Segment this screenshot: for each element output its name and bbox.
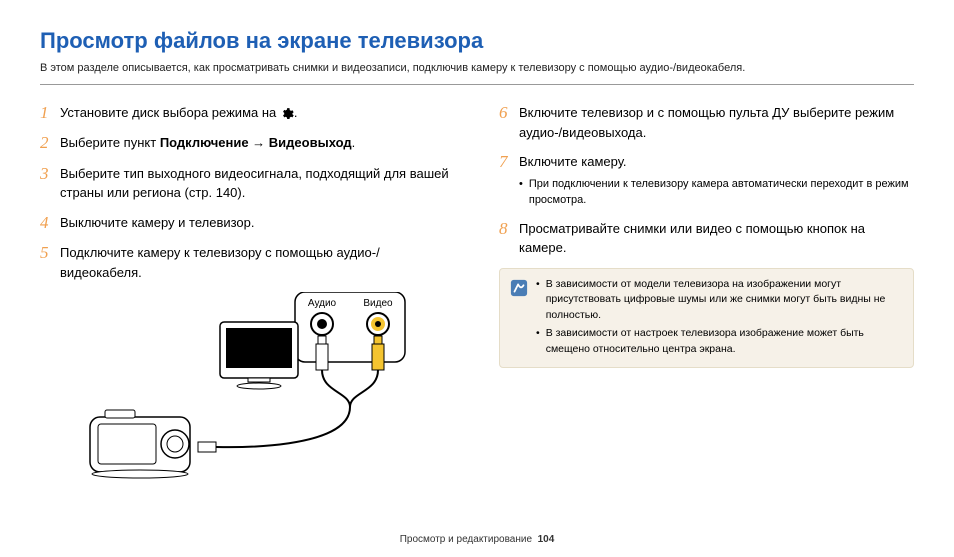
note-icon [510,279,528,297]
step-number: 1 [40,103,60,123]
note-item: В зависимости от модели телевизора на из… [546,277,903,324]
step-number: 4 [40,213,60,233]
t: Выберите пункт [60,135,160,150]
step-3: 3 Выберите тип выходного видеосигнала, п… [40,164,455,203]
step-number: 3 [40,164,60,184]
step-2: 2 Выберите пункт Подключение → Видеовыхо… [40,133,455,153]
note-box: В зависимости от модели телевизора на из… [499,268,914,369]
camera-icon [90,410,190,478]
step-7-sub: При подключении к телевизору камера авто… [519,176,914,209]
video-label: Видео [363,298,393,309]
page-footer: Просмотр и редактирование 104 [0,534,954,545]
step-8: 8 Просматривайте снимки или видео с помо… [499,219,914,258]
step-4: 4 Выключите камеру и телевизор. [40,213,455,233]
step-6: 6 Включите телевизор и с помощью пульта … [499,103,914,142]
step-number: 8 [499,219,519,239]
t: При подключении к телевизору камера авто… [529,176,914,209]
bold: Видеовыход [269,135,352,150]
step-text: Выберите пункт Подключение → Видеовыход. [60,133,455,153]
step-text: Включите камеру. При подключении к телев… [519,152,914,209]
step-text: Установите диск выбора режима на . [60,103,455,123]
audio-label: Аудио [308,298,337,309]
step-1-post: . [294,105,298,120]
step-text: Выберите тип выходного видеосигнала, под… [60,164,455,203]
step-number: 2 [40,133,60,153]
step-number: 7 [499,152,519,172]
footer-section: Просмотр и редактирование [400,534,532,545]
step-text: Подключите камеру к телевизору с помощью… [60,243,455,282]
step-1-pre: Установите диск выбора режима на [60,105,280,120]
right-column: 6 Включите телевизор и с помощью пульта … [499,103,914,487]
note-text: В зависимости от модели телевизора на из… [536,277,903,360]
tv-icon [220,322,298,389]
step-5: 5 Подключите камеру к телевизору с помощ… [40,243,455,282]
step-text: Включите телевизор и с помощью пульта ДУ… [519,103,914,142]
t: Включите камеру. [519,154,627,169]
page-title: Просмотр файлов на экране телевизора [40,28,914,54]
t: . [352,135,356,150]
step-1: 1 Установите диск выбора режима на . [40,103,455,123]
footer-page: 104 [538,534,555,545]
step-number: 6 [499,103,519,123]
page-subtitle: В этом разделе описывается, как просматр… [40,62,914,85]
gear-icon [280,107,294,121]
step-7: 7 Включите камеру. При подключении к тел… [499,152,914,209]
bold: Подключение [160,135,249,150]
step-text: Выключите камеру и телевизор. [60,213,455,233]
note-item: В зависимости от настроек телевизора изо… [546,326,903,358]
connection-diagram: Аудио Видео [60,292,455,487]
step-text: Просматривайте снимки или видео с помощь… [519,219,914,258]
step-number: 5 [40,243,60,263]
arrow: → [249,135,269,150]
left-column: 1 Установите диск выбора режима на . 2 В… [40,103,455,487]
